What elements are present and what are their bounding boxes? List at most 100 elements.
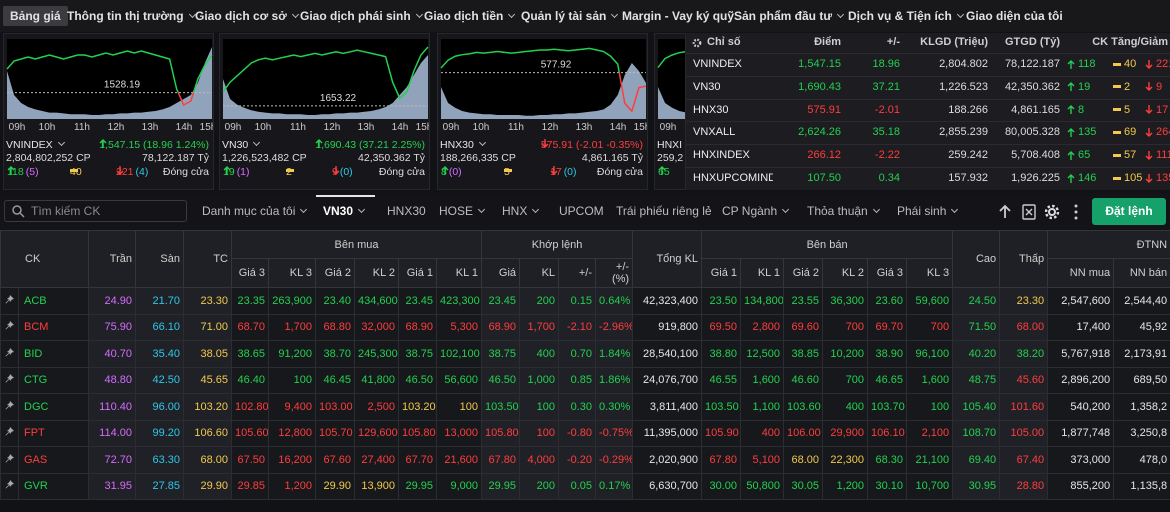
board-tab[interactable]: HNX bbox=[502, 204, 538, 218]
sparkline-chart: 1528.19 09h 10h 11h 12h 13h 14h 15h bbox=[6, 39, 213, 133]
index-table-row-bg bbox=[686, 98, 1170, 122]
board-cell: 23.30 bbox=[999, 287, 1049, 315]
time-label: 11h bbox=[74, 122, 90, 133]
nav-item[interactable]: Sản phẩm đầu tư bbox=[727, 6, 850, 26]
board-tab[interactable]: HOSE bbox=[439, 204, 484, 218]
board-cell: 1.86% bbox=[595, 366, 634, 394]
board-cell: 400 bbox=[822, 393, 869, 421]
index-volume: 188,266,335 CP bbox=[440, 152, 516, 164]
nav-item[interactable]: Dịch vụ & Tiện ích bbox=[841, 6, 970, 26]
sub-column-header: Giá 1 bbox=[398, 258, 437, 288]
down-icon bbox=[116, 166, 124, 175]
down-count-text: 17 bbox=[1156, 103, 1169, 116]
board-cell: 12,800 bbox=[268, 419, 316, 447]
index-code: VNXALL bbox=[693, 126, 736, 139]
decliners: 9 (0) bbox=[332, 166, 353, 178]
pin-icon bbox=[5, 453, 14, 463]
board-cell: 105.60 bbox=[231, 419, 269, 447]
order-button[interactable]: Đặt lệnh bbox=[1092, 198, 1166, 225]
index-panel[interactable]: 1653.22 09h 10h 11h 12h 13h 14h 15h VN30 1,690.43… bbox=[219, 33, 430, 190]
up-icon bbox=[99, 139, 107, 148]
settings-icon[interactable] bbox=[692, 38, 702, 48]
pin bbox=[5, 347, 14, 357]
index-change-text: 1,690.43 (37.21 2.25%) bbox=[315, 139, 425, 151]
board-tab[interactable]: HNX30 bbox=[387, 204, 426, 218]
sparkline-chart: 1653.22 09h 10h 11h 12h 13h 14h 15h bbox=[222, 39, 429, 133]
session-status: Đóng cửa bbox=[596, 166, 643, 178]
pin-cell bbox=[0, 313, 19, 341]
stock-row[interactable]: FPT 114.00 99.20 106.60 105.60 12,800 105.70 12… bbox=[0, 419, 1170, 447]
stock-code: CTG bbox=[18, 366, 89, 394]
nav-item[interactable]: Quản lý tài sản bbox=[514, 6, 624, 26]
index-point: 2,624.26 bbox=[798, 126, 841, 139]
board-cell: 75.90 bbox=[88, 313, 136, 341]
board-cell: 3,811,400 bbox=[632, 393, 703, 421]
board-cell: 32,000 bbox=[354, 313, 399, 341]
same-bar bbox=[1113, 108, 1121, 112]
unchanged: 2 bbox=[286, 166, 294, 178]
stock-row[interactable]: BID 40.70 35.40 38.05 38.65 91,200 38.70 245,30… bbox=[0, 340, 1170, 368]
board-tab[interactable]: Thỏa thuận bbox=[807, 204, 879, 218]
nav-item[interactable]: Giao dịch phái sinh bbox=[293, 6, 429, 26]
same-icon bbox=[1113, 62, 1121, 66]
index-panel[interactable]: 1528.19 09h 10h 11h 12h 13h 14h 15h VNINDEX 1,547… bbox=[3, 33, 214, 190]
stock-row[interactable]: GAS 72.70 63.30 68.00 67.50 16,200 67.60 27,400… bbox=[0, 446, 1170, 474]
board-cell: 67.80 bbox=[481, 446, 521, 474]
board-cell: 71.00 bbox=[183, 313, 232, 341]
sub-column-header: KL 2 bbox=[354, 258, 399, 288]
down-arrow bbox=[1145, 59, 1153, 69]
nav-item[interactable]: Giao diện của tôi bbox=[966, 9, 1063, 23]
board-cell: 105.70 bbox=[315, 419, 355, 447]
nav-item[interactable]: Giao dịch tiền bbox=[417, 6, 521, 26]
board-cell: 400 bbox=[740, 419, 785, 447]
up-arrow bbox=[1067, 127, 1075, 137]
board-tab[interactable]: Danh mục của tôi bbox=[202, 204, 306, 218]
stock-row[interactable]: CTG 48.80 42.50 45.65 46.40 100 46.45 41,800 46.… bbox=[0, 366, 1170, 394]
index-volume: 1,226,523,482 CP bbox=[222, 152, 307, 164]
board-tab[interactable]: UPCOM bbox=[559, 204, 604, 218]
board-tab[interactable]: Phái sinh bbox=[897, 204, 957, 218]
same-count: 5 bbox=[1113, 104, 1130, 116]
board-cell: 67.60 bbox=[315, 446, 355, 474]
same-bar bbox=[1113, 130, 1121, 134]
board-cell: 103.70 bbox=[867, 393, 908, 421]
nav-item[interactable]: Bảng giá bbox=[3, 6, 68, 26]
board-cell: 99.20 bbox=[135, 419, 184, 447]
board-cell: 1,700 bbox=[268, 313, 316, 341]
board-cell: 38.90 bbox=[867, 340, 908, 368]
search-box[interactable]: Tìm kiếm CK bbox=[4, 200, 187, 222]
nav-item[interactable]: Margin - Vay ký quỹ bbox=[622, 9, 735, 23]
index-name-row: HNXI bbox=[657, 139, 682, 151]
time-label: 13h bbox=[142, 122, 159, 133]
board-cell: -2.10 bbox=[558, 313, 597, 341]
board-cell: 68.90 bbox=[481, 313, 521, 341]
board-tab[interactable]: CP Ngành bbox=[722, 204, 788, 218]
index-line-up bbox=[6, 50, 213, 93]
same-icon bbox=[286, 169, 294, 172]
stock-row[interactable]: GVR 31.95 27.85 29.90 29.85 1,200 29.90 13,900 2… bbox=[0, 472, 1170, 500]
nav-item[interactable]: Thông tin thị trường bbox=[60, 6, 202, 26]
board-cell: 4,000 bbox=[519, 446, 560, 474]
down-arrow bbox=[332, 166, 340, 175]
up-count: 118 bbox=[1067, 58, 1096, 70]
stock-code: ACB bbox=[18, 287, 89, 315]
board-cell: 67.40 bbox=[999, 446, 1049, 474]
stock-row[interactable]: DGC 110.40 96.00 103.20 102.80 9,400 103.00 2,5… bbox=[0, 393, 1170, 421]
stock-row[interactable]: ACB 24.90 21.70 23.30 23.35 263,900 23.40 434,6… bbox=[0, 287, 1170, 315]
nav-item[interactable]: Giao dịch cơ sở bbox=[188, 6, 305, 26]
pin-icon bbox=[5, 480, 14, 489]
toolbar-icons[interactable] bbox=[995, 202, 1085, 222]
time-label: 11h bbox=[508, 122, 524, 133]
advancers: 118 (5) bbox=[7, 166, 39, 178]
stock-row[interactable]: BCM 75.90 66.10 71.00 68.70 1,700 68.80 32,000 6… bbox=[0, 313, 1170, 341]
board-cell: -0.80 bbox=[558, 419, 597, 447]
index-line-up bbox=[222, 46, 429, 100]
board-tab[interactable]: Trái phiếu riêng lẻ bbox=[616, 204, 712, 218]
up-count-text: 19 bbox=[1078, 80, 1091, 93]
same-count: 69 bbox=[1113, 126, 1136, 138]
index-panel[interactable]: 577.92 09h 10h 11h 12h 13h 14h 15h HNX30 575.91 (… bbox=[437, 33, 648, 190]
board-tab[interactable]: VN30 bbox=[323, 204, 364, 218]
board-cell: 919,800 bbox=[632, 313, 703, 341]
index-line bbox=[657, 51, 685, 69]
